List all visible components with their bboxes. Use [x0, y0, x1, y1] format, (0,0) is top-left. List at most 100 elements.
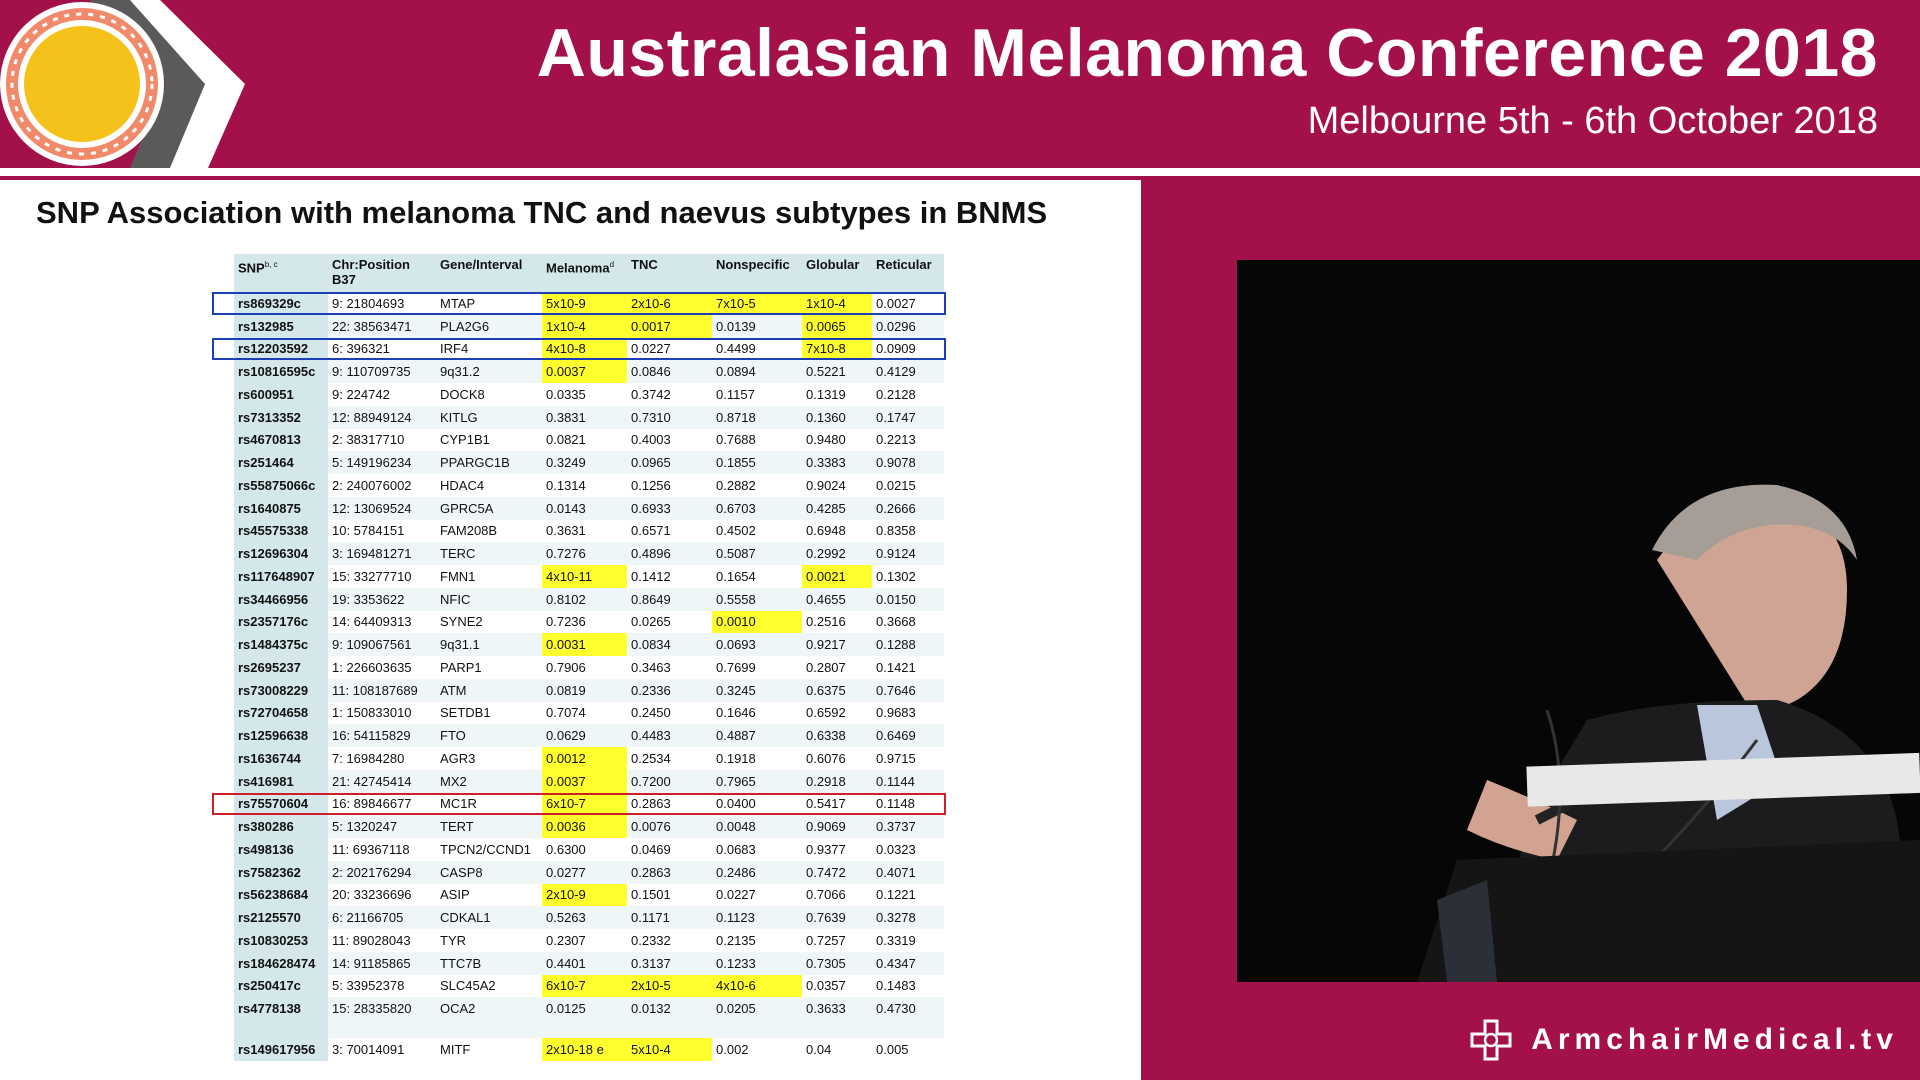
cell-globular: 0.9024 [806, 477, 846, 493]
cell-tnc: 0.2450 [631, 705, 671, 721]
cell-globular: 0.7639 [802, 906, 872, 929]
column-header-melanoma: Melanomad [542, 254, 627, 292]
cell-snp: rs117648907 [234, 565, 328, 588]
cell-melanoma: 0.7276 [542, 542, 627, 565]
cell-gene: MX2 [436, 769, 542, 793]
cell-position: 5: 33952378 [332, 978, 405, 994]
cell-reticular: 0.3278 [872, 906, 944, 929]
cell-gene: FMN1 [440, 568, 476, 584]
cell-melanoma: 6x10-7 [542, 792, 627, 816]
table-row: rs2695237 1: 226603635 PARP1 0.7906 0.3463 0.… [234, 656, 944, 679]
cell-melanoma: 0.0037 [542, 769, 627, 793]
cell-tnc: 0.0846 [627, 360, 712, 383]
cell-position: 2: 38317710 [332, 432, 405, 448]
cell-snp: rs1636744 [234, 747, 328, 770]
cell-globular: 0.5221 [802, 360, 872, 383]
cell-globular: 0.7066 [806, 887, 846, 903]
cell-position: 2: 240076002 [332, 477, 412, 493]
cell-tnc: 0.0017 [627, 314, 712, 338]
cell-globular: 0.2516 [806, 614, 846, 630]
cell-tnc: 0.1171 [627, 906, 712, 929]
cell-melanoma: 0.0277 [542, 860, 627, 884]
cell-reticular: 0.0323 [876, 841, 916, 857]
column-header-nonspecific: Nonspecific [712, 254, 802, 292]
cell-globular: 0.6948 [806, 523, 846, 539]
cell-gene: KITLG [436, 405, 542, 429]
cell-gene: FTO [436, 724, 542, 747]
cell-melanoma: 0.0821 [546, 432, 586, 448]
cell-position: 9: 224742 [332, 386, 390, 402]
table-row: rs75570604 16: 89846677 MC1R 6x10-7 0.2863 0.… [234, 792, 944, 816]
cell-globular: 0.9069 [802, 815, 872, 838]
cell-globular: 0.4655 [802, 587, 872, 611]
table-row: rs7582362 2: 202176294 CASP8 0.0277 0.2863 0.… [234, 860, 944, 884]
cell-position: 3: 169481271 [328, 542, 436, 565]
cell-gene: 9q31.1 [436, 633, 542, 656]
cell-tnc: 0.0834 [627, 633, 712, 656]
cell-nonspecific: 0.4502 [716, 523, 756, 539]
cell-nonspecific: 0.1233 [712, 951, 802, 975]
column-header-snp: SNPb, c [234, 254, 328, 292]
table-row: rs380286 5: 1320247 TERT 0.0036 0.0076 0.0048… [234, 815, 944, 838]
cell-gene: SLC45A2 [440, 978, 496, 994]
cell-reticular: 0.005 [876, 1041, 909, 1057]
table-row: rs149617956 3: 70014091 MITF 2x10-18 e 5x10-… [234, 1038, 944, 1061]
cell-gene: GPRC5A [436, 496, 542, 520]
cell-melanoma: 0.0037 [542, 360, 627, 383]
table-row: rs10816595c 9: 110709735 9q31.2 0.0037 0.084… [234, 360, 944, 383]
column-header-tnc: TNC [627, 254, 712, 292]
cell-nonspecific: 0.0693 [712, 633, 802, 656]
cell-gene: CYP1B1 [440, 432, 490, 448]
cell-tnc: 0.4896 [627, 542, 712, 565]
cell-globular: 1x10-4 [802, 292, 872, 315]
cell-position: 11: 89028043 [332, 932, 411, 948]
cell-nonspecific: 0.3245 [712, 678, 802, 702]
table-row: rs416981 21: 42745414 MX2 0.0037 0.7200 0.796… [234, 769, 944, 793]
table-row: rs1636744 7: 16984280 AGR3 0.0012 0.2534 0.19… [234, 747, 944, 770]
table-row: rs117648907 15: 33277710 FMN1 4x10-11 0.1412… [234, 565, 944, 588]
table-row: rs1640875 12: 13069524 GPRC5A 0.0143 0.6933 0… [234, 496, 944, 520]
cell-nonspecific: 0.5087 [712, 542, 802, 565]
speaker-video-frame [1237, 260, 1920, 982]
cell-snp: rs7582362 [234, 860, 328, 884]
cell-gene: OCA2 [436, 997, 542, 1020]
cell-nonspecific: 0.0227 [716, 887, 756, 903]
cell-globular: 0.0065 [802, 314, 872, 338]
cell-nonspecific: 0.0683 [716, 841, 756, 857]
cell-nonspecific: 0.4499 [716, 341, 756, 357]
cell-position: 3: 70014091 [332, 1041, 405, 1057]
column-header-position: Chr:Position B37 [328, 254, 436, 292]
cell-position: 5: 1320247 [328, 815, 436, 838]
cell-melanoma: 0.0012 [542, 747, 627, 770]
cell-gene: CASP8 [436, 860, 542, 884]
cell-tnc: 0.7200 [627, 769, 712, 793]
cell-nonspecific: 0.1654 [716, 568, 756, 584]
cell-gene: FAM208B [440, 523, 498, 539]
table-row: rs4778138 15: 28335820 OCA2 0.0125 0.0132 0.0… [234, 997, 944, 1020]
cell-reticular: 0.0296 [872, 314, 944, 338]
cell-position: 21: 42745414 [328, 769, 436, 793]
cell-reticular: 0.4071 [872, 860, 944, 884]
cell-nonspecific: 0.0400 [716, 796, 756, 812]
cell-reticular: 0.1747 [872, 405, 944, 429]
cell-tnc: 0.0132 [627, 997, 712, 1020]
cell-reticular: 0.1144 [872, 769, 944, 793]
cell-melanoma: 0.0819 [542, 678, 627, 702]
table-spacer-row [234, 1020, 944, 1038]
cell-globular: 7x10-8 [802, 337, 872, 361]
cell-position: 12: 13069524 [328, 496, 436, 520]
cell-globular: 0.1319 [806, 386, 846, 402]
cell-tnc: 0.3742 [631, 386, 671, 402]
cell-reticular: 0.7646 [872, 678, 944, 702]
cell-globular: 0.4285 [802, 496, 872, 520]
cell-reticular: 0.0027 [876, 295, 916, 311]
table-row: rs7313352 12: 88949124 KITLG 0.3831 0.7310 0.… [234, 405, 944, 429]
cell-snp: rs380286 [234, 815, 328, 838]
cell-globular: 0.9217 [802, 633, 872, 656]
table-row: rs251464 5: 149196234 PPARGC1B 0.3249 0.0965… [234, 451, 944, 474]
cell-snp: rs498136 [234, 838, 328, 861]
cell-position: 6: 396321 [332, 341, 390, 357]
cell-globular: 0.7305 [802, 951, 872, 975]
cell-reticular: 0.1148 [876, 796, 915, 812]
cell-gene: 9q31.2 [436, 360, 542, 383]
